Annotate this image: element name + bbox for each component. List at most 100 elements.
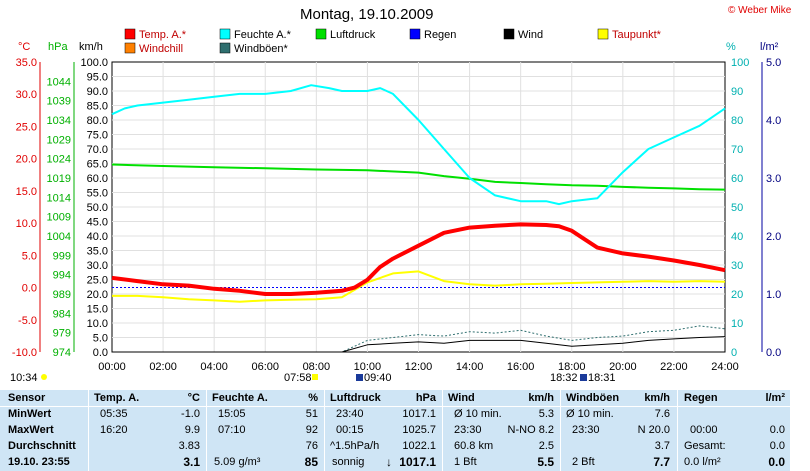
feuchte-head: Feuchte A. — [212, 392, 268, 404]
legend-label-3: Windböen* — [234, 43, 289, 55]
regen-max: 0.0 — [769, 424, 785, 436]
pressure-tick: 989 — [53, 289, 71, 301]
legend-label-7: Taupunkt* — [612, 29, 662, 41]
data-table: Sensor MinWert MaxWert Durchschnitt 19.1… — [0, 390, 810, 471]
axes: 35.0 30.0 25.0 20.0 15.0 10.0 5.0 0.0 -5.0 -10.0 1… — [12, 57, 781, 373]
marker-0940: 09:40 — [364, 372, 392, 384]
wind-tick: 40.0 — [87, 231, 108, 243]
x-tick: 18:00 — [558, 361, 586, 373]
wind-tick: 30.0 — [87, 260, 108, 272]
grid — [112, 62, 725, 352]
legend-swatch-5 — [409, 28, 421, 40]
temp-tick: 10.0 — [16, 218, 37, 230]
regen-total-label: Gesamt: — [684, 440, 726, 452]
x-tick: 08:00 — [303, 361, 331, 373]
series-luftdruck — [111, 163, 726, 191]
temp-max-time: 16:20 — [100, 424, 128, 436]
pressure-tick: 1034 — [47, 115, 71, 127]
legend-label-6: Wind — [518, 29, 543, 41]
feuchte-abs: 5.09 g/m³ — [214, 456, 261, 468]
temp-tick: 5.0 — [22, 250, 37, 262]
wind-now: 5.5 — [537, 455, 554, 469]
boeen-max: N 20.0 — [637, 424, 670, 436]
humidity-tick: 20 — [731, 289, 743, 301]
x-tick: 22:00 — [660, 361, 688, 373]
wind-tick: 75.0 — [87, 130, 108, 142]
x-tick: 12:00 — [405, 361, 433, 373]
unit-hpa: hPa — [48, 41, 68, 53]
wind-tick: 15.0 — [87, 304, 108, 316]
humidity-tick: 0 — [731, 347, 737, 359]
rain-tick: 1.0 — [766, 289, 781, 301]
wind-avg: 2.5 — [538, 440, 554, 452]
row-label-sensor: Sensor — [8, 392, 46, 404]
rain-tick: 4.0 — [766, 115, 781, 127]
wind-tick: 80.0 — [87, 115, 108, 127]
temp-min: -1.0 — [181, 408, 200, 420]
wind-tick: 100.0 — [80, 57, 108, 69]
boeen-head: Windböen — [566, 392, 620, 404]
wind-head: Wind — [448, 392, 475, 404]
feuchte-now: 85 — [304, 455, 318, 469]
humidity-tick: 90 — [731, 86, 743, 98]
boeen-bft: 2 Bft — [572, 456, 595, 468]
moon-marker-icon — [356, 374, 363, 381]
pressure-tick: 994 — [53, 270, 71, 282]
legend-swatch-0 — [124, 28, 136, 40]
legend-swatch-4 — [315, 28, 327, 40]
legend-label-2: Feuchte A.* — [234, 29, 292, 41]
chart-title: Montag, 19.10.2009 — [300, 6, 434, 23]
regen-day: 0.0 l/m² — [684, 456, 721, 468]
temp-tick: 15.0 — [16, 186, 37, 198]
marker-sunrise-left: 10:34 — [10, 372, 38, 384]
regen-total: 0.0 — [769, 440, 785, 452]
unit-kmh: km/h — [79, 41, 103, 53]
x-tick: 10:00 — [354, 361, 382, 373]
boeen-avg: 3.7 — [654, 440, 670, 452]
rain-tick: 2.0 — [766, 231, 781, 243]
legend-label-0: Temp. A.* — [139, 29, 187, 41]
wind-tick: 25.0 — [87, 275, 108, 287]
series-layer — [111, 84, 726, 353]
humidity-tick: 30 — [731, 260, 743, 272]
pressure-tick: 1044 — [47, 76, 71, 88]
wind-max: N-NO 8.2 — [507, 424, 554, 436]
wind-tick: 65.0 — [87, 159, 108, 171]
wind-tick: 90.0 — [87, 86, 108, 98]
temp-tick: 30.0 — [16, 89, 37, 101]
temp-avg: 3.83 — [178, 440, 200, 452]
luftdruck-forecast: sonnig — [332, 456, 365, 468]
boeen-now: 7.7 — [653, 455, 670, 469]
boeen-max-time: 23:30 — [572, 424, 600, 436]
legend-swatch-6 — [503, 28, 515, 40]
pressure-tick: 979 — [53, 328, 71, 340]
luftdruck-max-time: 00:15 — [336, 424, 364, 436]
temp-head: Temp. A. — [94, 392, 140, 404]
pressure-tick: 1019 — [47, 173, 71, 185]
series-temp-a- — [111, 222, 726, 296]
x-tick: 24:00 — [711, 361, 739, 373]
wind-tick: 10.0 — [87, 318, 108, 330]
time-markers: 10:34 07:58 09:40 18:32 18:31 — [10, 372, 616, 384]
row-label-now: 19.10. 23:55 — [8, 456, 70, 468]
series-windb-en- — [112, 325, 726, 353]
regen-head: Regen — [684, 392, 718, 404]
legend-swatch-2 — [219, 28, 231, 40]
unit-percent: % — [726, 41, 736, 53]
pressure-tick: 974 — [53, 347, 71, 359]
wind-tick: 70.0 — [87, 144, 108, 156]
row-label-max: MaxWert — [8, 424, 54, 436]
pressure-tick: 1009 — [47, 212, 71, 224]
luftdruck-trend: ^1.5hPa/h — [330, 440, 380, 452]
legend-label-5: Regen — [424, 29, 456, 41]
pressure-tick: 1004 — [47, 231, 71, 243]
x-tick: 14:00 — [456, 361, 484, 373]
pressure-tick: 999 — [53, 250, 71, 262]
regen-now: 0.0 — [768, 455, 785, 469]
temp-unit: °C — [187, 392, 200, 404]
x-tick: 06:00 — [251, 361, 279, 373]
regen-unit: l/m² — [765, 392, 785, 404]
legend-swatch-1 — [124, 42, 136, 54]
boeen-unit: km/h — [644, 392, 670, 404]
humidity-tick: 60 — [731, 173, 743, 185]
